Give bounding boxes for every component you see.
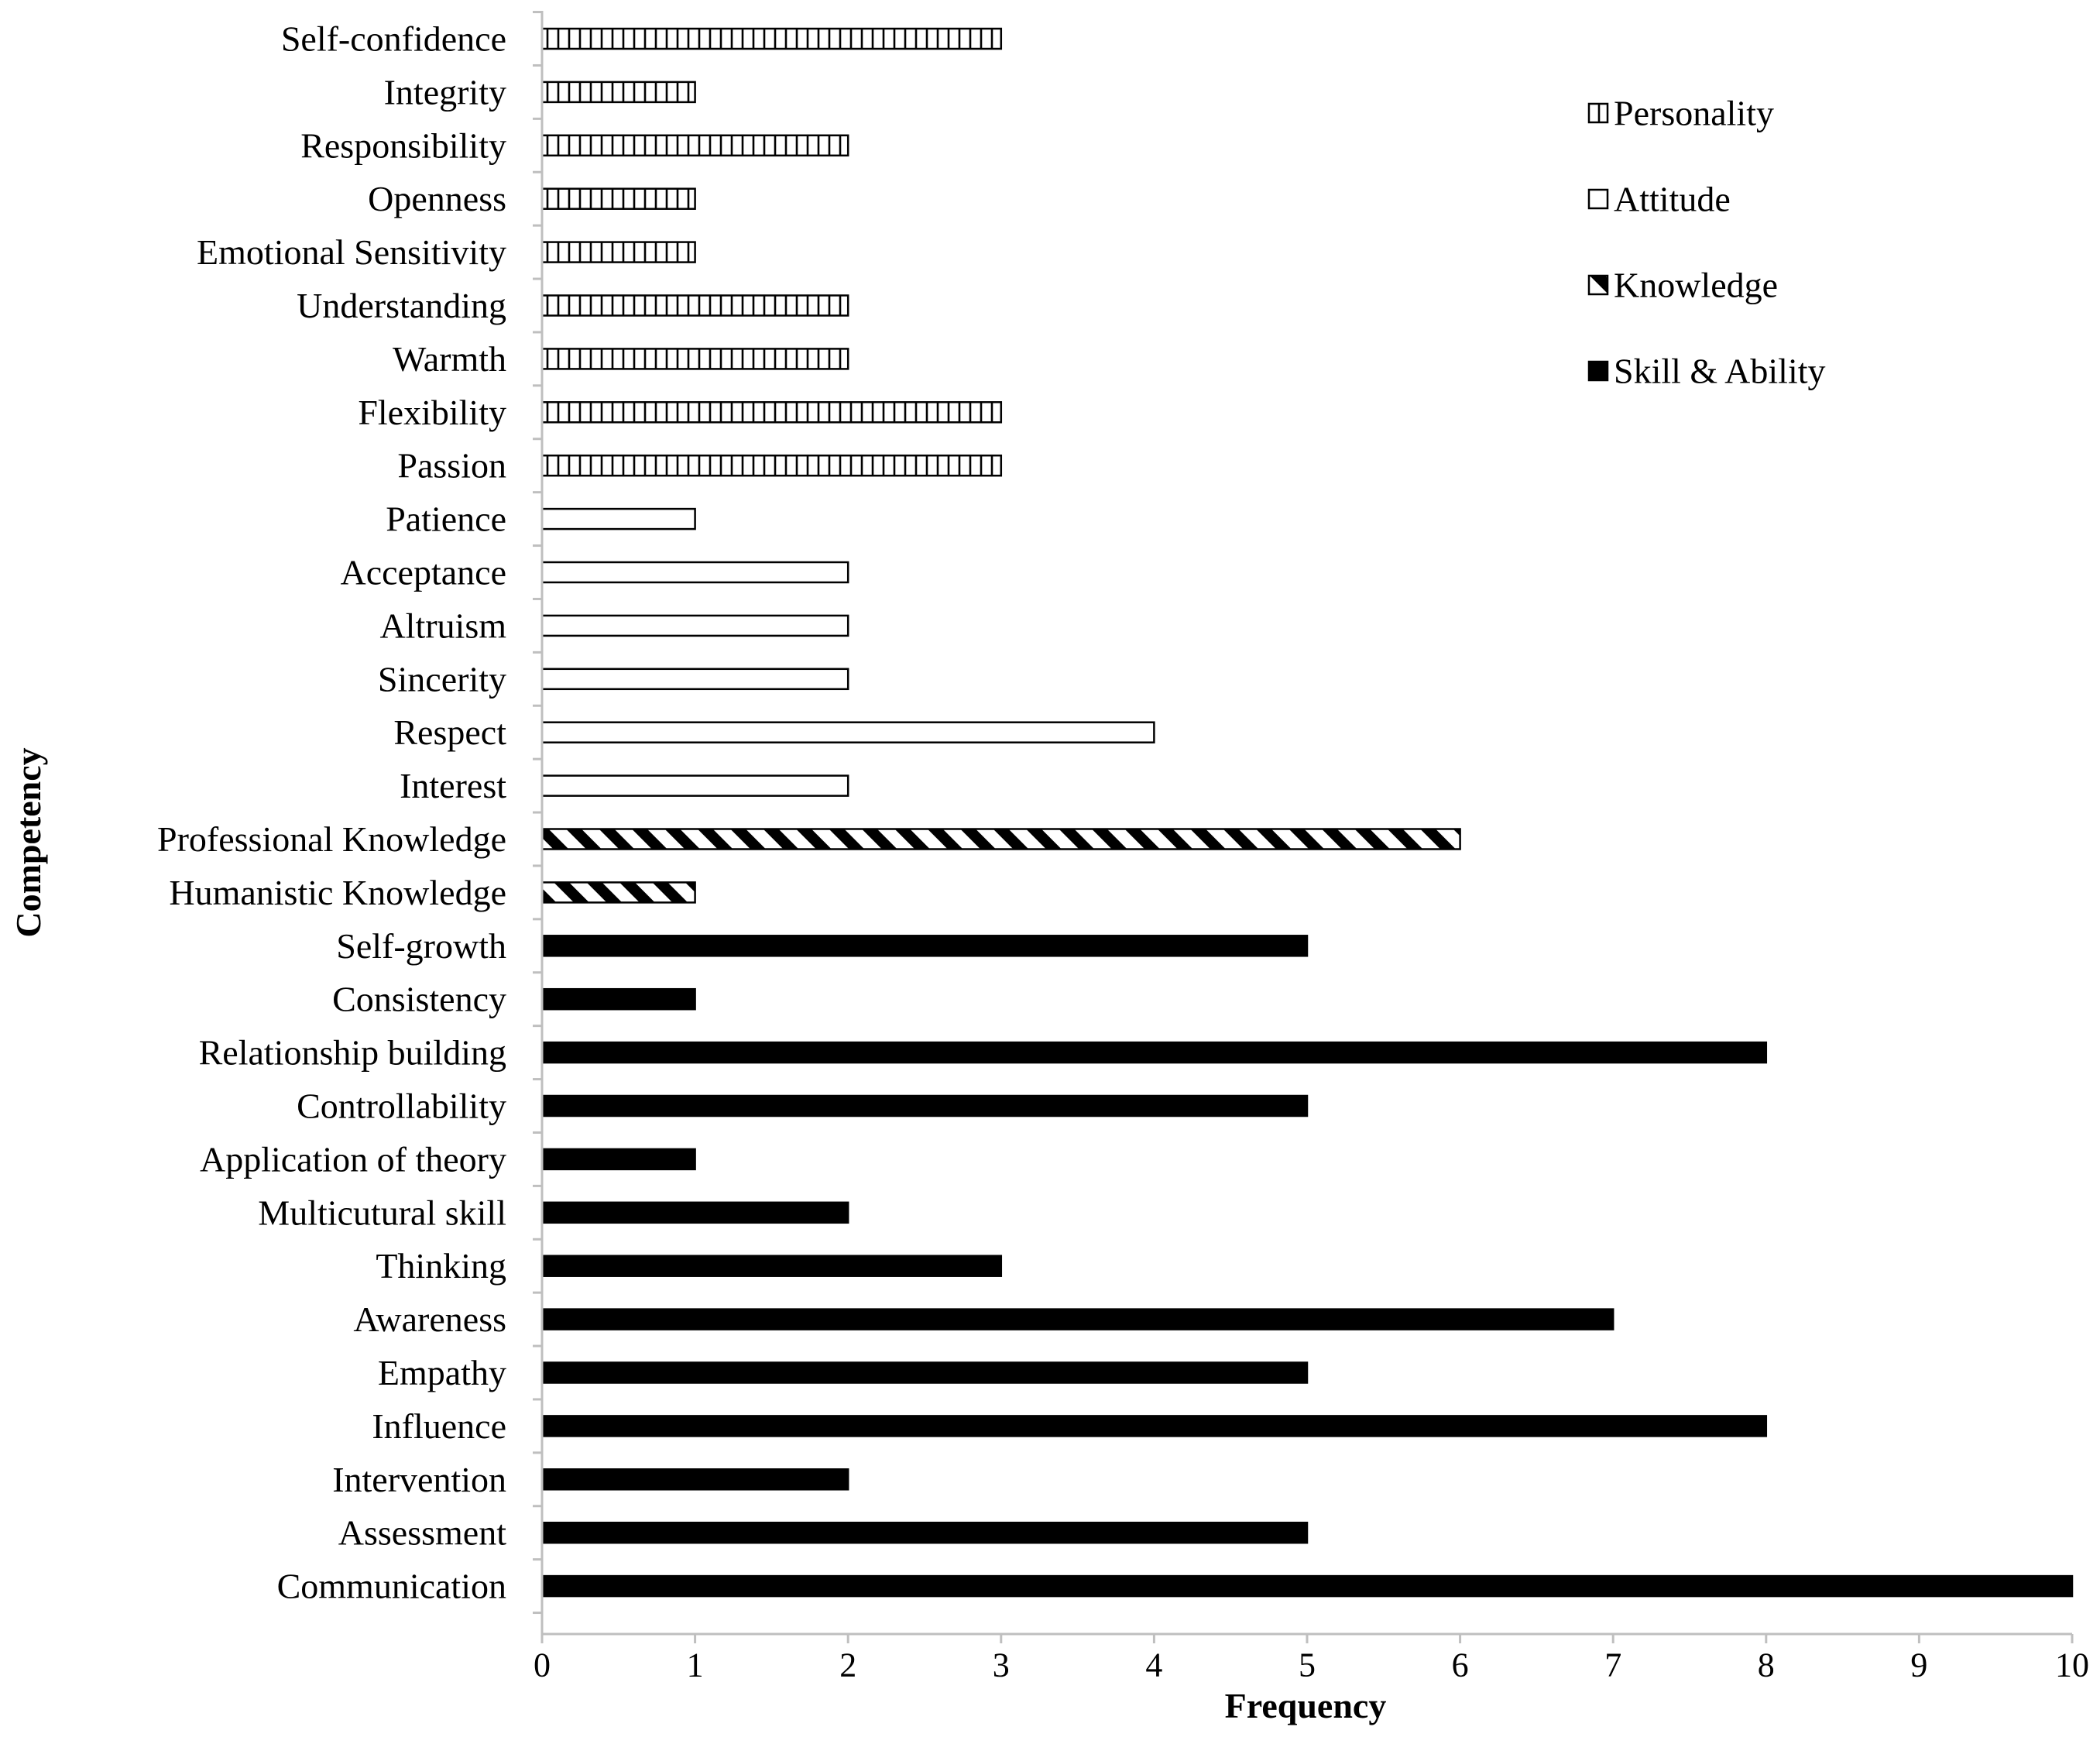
- bar-understanding: [540, 294, 849, 317]
- bar-openness: [540, 187, 696, 210]
- x-tick-label-4: 4: [1145, 1646, 1162, 1684]
- bar-multicutural-skill: [540, 1201, 849, 1224]
- x-tick-label-1: 1: [687, 1646, 704, 1684]
- bar-controllability: [540, 1094, 1309, 1117]
- bars-group: [540, 27, 2074, 1598]
- category-label-communication: Communication: [277, 1567, 506, 1606]
- category-label-humanistic-knowledge: Humanistic Knowledge: [169, 873, 506, 912]
- legend-swatch-skill-and-ability: [1587, 360, 1609, 382]
- x-tick-label-10: 10: [2055, 1646, 2089, 1684]
- category-label-respect: Respect: [393, 712, 506, 752]
- x-tick-label-5: 5: [1299, 1646, 1316, 1684]
- legend-swatch-personality: [1587, 102, 1609, 124]
- x-tick-label-3: 3: [993, 1646, 1010, 1684]
- x-tick-label-0: 0: [534, 1646, 551, 1684]
- bar-patience: [540, 507, 696, 530]
- legend-label-knowledge: Knowledge: [1614, 266, 1778, 305]
- bar-professional-knowledge: [540, 828, 1461, 850]
- category-label-integrity: Integrity: [384, 72, 506, 112]
- category-label-application-of-theory: Application of theory: [200, 1139, 506, 1179]
- bar-awareness: [540, 1308, 1614, 1330]
- x-tick-label-6: 6: [1452, 1646, 1469, 1684]
- category-label-intervention: Intervention: [332, 1460, 506, 1499]
- bar-self-confidence: [540, 27, 1003, 50]
- category-label-altruism: Altruism: [379, 606, 506, 645]
- x-axis-ticks: 0 1 2 3 4 5 6 7 8 9 10: [534, 1634, 2089, 1684]
- category-label-awareness: Awareness: [353, 1299, 506, 1339]
- bar-acceptance: [540, 561, 849, 584]
- category-label-interest: Interest: [400, 766, 506, 805]
- category-label-professional-knowledge: Professional Knowledge: [157, 819, 506, 859]
- bar-responsibility: [540, 134, 849, 157]
- bar-thinking: [540, 1255, 1003, 1277]
- bar-communication: [540, 1574, 2074, 1598]
- category-label-empathy: Empathy: [378, 1353, 506, 1392]
- bar-flexibility: [540, 401, 1003, 424]
- bar-consistency: [540, 987, 696, 1011]
- bar-altruism: [540, 614, 849, 637]
- category-label-consistency: Consistency: [332, 980, 506, 1019]
- bar-humanistic-knowledge: [540, 881, 696, 904]
- bar-application-of-theory: [540, 1148, 696, 1171]
- legend-label-attitude: Attitude: [1614, 180, 1731, 219]
- bar-assessment: [540, 1521, 1309, 1544]
- category-label-thinking: Thinking: [376, 1246, 506, 1286]
- category-label-responsibility: Responsibility: [300, 125, 506, 165]
- bar-respect: [540, 721, 1155, 743]
- category-label-patience: Patience: [386, 500, 506, 539]
- x-axis-title: Frequency: [1225, 1686, 1387, 1725]
- bar-self-growth: [540, 935, 1309, 957]
- x-tick-label-2: 2: [839, 1646, 856, 1684]
- category-label-acceptance: Acceptance: [340, 553, 506, 592]
- category-label-sincerity: Sincerity: [378, 659, 506, 699]
- category-label-openness: Openness: [368, 179, 506, 218]
- x-tick-label-7: 7: [1604, 1646, 1621, 1684]
- x-tick-label-8: 8: [1758, 1646, 1775, 1684]
- category-labels: Self-confidence Integrity Responsibility Op…: [157, 19, 506, 1606]
- category-label-assessment: Assessment: [338, 1513, 506, 1553]
- category-label-emotional-sensitivity: Emotional Sensitivity: [197, 232, 506, 272]
- legend-swatch-knowledge: [1587, 274, 1609, 296]
- bar-relationship-building: [540, 1041, 1768, 1064]
- bar-passion: [540, 454, 1003, 477]
- category-label-flexibility: Flexibility: [358, 393, 506, 432]
- category-label-multicutural-skill: Multicutural skill: [258, 1193, 506, 1232]
- bar-emotional-sensitivity: [540, 241, 696, 263]
- category-label-relationship-building: Relationship building: [199, 1033, 506, 1073]
- legend: Personality Attitude Knowledge Skill & Abil…: [1587, 94, 1826, 391]
- legend-swatch-attitude: [1587, 188, 1609, 210]
- bar-empathy: [540, 1361, 1309, 1384]
- x-tick-label-9: 9: [1910, 1646, 1927, 1684]
- category-label-controllability: Controllability: [297, 1087, 506, 1126]
- category-label-passion: Passion: [397, 446, 506, 486]
- category-label-self-confidence: Self-confidence: [281, 19, 506, 59]
- y-axis-title: Competency: [9, 747, 48, 937]
- legend-label-personality: Personality: [1614, 94, 1774, 133]
- bar-integrity: [540, 81, 696, 104]
- category-label-influence: Influence: [372, 1406, 506, 1446]
- bar-warmth: [540, 348, 849, 370]
- category-label-warmth: Warmth: [393, 339, 506, 379]
- category-label-self-growth: Self-growth: [336, 926, 506, 966]
- legend-label-skill-and-ability: Skill & Ability: [1614, 352, 1826, 391]
- category-label-understanding: Understanding: [297, 286, 506, 325]
- axes: [533, 11, 2072, 1636]
- bar-interest: [540, 774, 849, 797]
- bar-sincerity: [540, 668, 849, 691]
- bar-intervention: [540, 1468, 849, 1491]
- bar-influence: [540, 1415, 1768, 1437]
